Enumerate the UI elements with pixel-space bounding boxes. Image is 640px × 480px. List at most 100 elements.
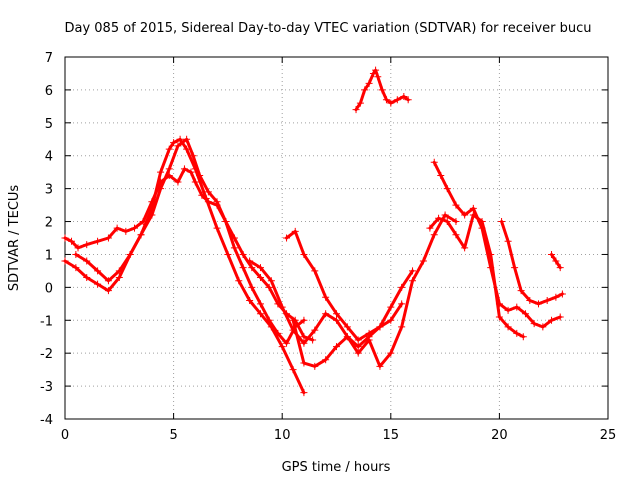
data-point [435,214,443,222]
data-point [322,293,330,301]
data-point [311,326,319,334]
data-point [452,201,460,209]
y-axis-label: SDTVAR / TECUs [7,185,22,292]
data-point [398,283,406,291]
data-point [517,287,525,295]
data-point [376,323,384,331]
data-point [191,165,199,173]
data-point [526,297,534,305]
data-point [246,257,254,265]
data-point [248,283,256,291]
data-point [300,316,308,324]
data-point [74,244,82,252]
data-point [94,267,102,275]
data-point [322,356,330,364]
data-point [393,96,401,104]
data-point [452,231,460,239]
data-point [521,310,529,318]
data-point [72,264,80,272]
series-line [74,137,306,395]
data-point [113,224,121,232]
data-point [157,168,165,176]
data-point [374,73,382,81]
data-point [387,349,395,357]
data-point [204,188,212,196]
data-point [443,218,451,226]
data-point [333,343,340,351]
series-line [63,167,315,342]
data-point [333,316,340,324]
data-point [513,329,521,337]
y-axis: -4 -3 -2 -1 0 1 2 3 4 5 6 7 [40,51,608,428]
series-track-F [246,211,460,370]
y-tick-label: 7 [45,51,53,66]
data-point [409,277,417,285]
data-point [441,211,449,219]
data-point [530,320,538,328]
x-tick-label: 25 [600,428,617,443]
data-point [311,362,319,370]
data-point [372,66,380,74]
data-point [558,290,566,298]
data-point [191,178,199,186]
data-point [289,326,297,334]
x-tick-label: 20 [491,428,508,443]
data-point [187,168,195,176]
y-tick-label: 4 [45,150,53,165]
data-point [539,323,547,331]
y-tick-label: 3 [45,183,53,198]
chart-title: Day 085 of 2015, Sidereal Day-to-day VTE… [64,21,591,36]
data-point [322,310,330,318]
data-point [354,343,362,351]
data-point [478,218,486,226]
series-track-G [352,66,412,114]
data-point [165,145,173,153]
data-point [68,237,76,245]
series-layer [61,66,566,397]
data-point [387,303,395,311]
data-point [148,204,156,212]
series-track-I [426,211,527,341]
data-point [83,273,91,281]
y-tick-label: -4 [40,413,53,428]
data-point [437,171,445,179]
data-point [239,250,247,258]
data-point [104,277,112,285]
data-point [283,234,291,242]
data-point [72,250,80,258]
data-point [248,264,256,272]
data-point [419,257,427,265]
data-point [309,336,317,344]
data-point [256,264,264,272]
series-line [428,213,525,339]
data-point [267,277,275,285]
y-tick-label: 2 [45,216,53,231]
data-point [430,231,438,239]
data-point [361,86,369,94]
data-point [398,300,406,308]
data-point [291,227,299,235]
data-point [365,336,373,344]
data-point [556,264,564,272]
data-point [365,79,373,87]
data-point [61,234,69,242]
data-point [94,280,102,288]
data-point [376,362,384,370]
data-point [278,343,286,351]
series-track-D [283,227,406,344]
data-point [443,185,451,193]
data-point [213,224,221,232]
data-point [311,267,319,275]
y-tick-label: 5 [45,117,53,132]
data-point [267,323,275,331]
data-point [83,257,91,265]
data-point [256,273,264,281]
data-point [213,198,221,206]
series-track-K [548,250,564,272]
data-point [300,389,308,397]
data-point [352,106,360,114]
data-point [354,349,362,357]
data-point [104,234,112,242]
x-tick-label: 0 [61,428,69,443]
series-line [291,269,414,368]
